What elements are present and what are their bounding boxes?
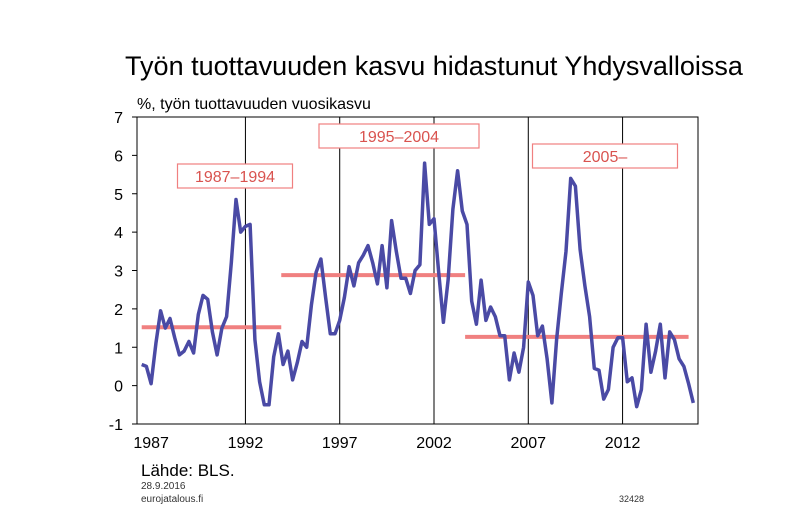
period-label: 2005– <box>583 149 628 166</box>
y-tick-label: 3 <box>114 264 123 281</box>
chart-code: 32428 <box>619 494 645 504</box>
period-label-box <box>531 143 679 169</box>
series-layer <box>141 161 695 409</box>
period-label: 1987–1994 <box>195 169 275 186</box>
y-tick-label: 0 <box>114 379 123 396</box>
y-tick-label: 1 <box>114 340 123 357</box>
x-tick-label: 1997 <box>322 435 358 452</box>
site-name: eurojatalous.fi <box>141 494 204 505</box>
y-axis-label: %, työn tuottavuuden vuosikasvu <box>137 96 371 113</box>
y-tick-label: -1 <box>109 417 123 434</box>
x-tick-label: 1992 <box>228 435 264 452</box>
chart-title: Työn tuottavuuden kasvu hidastunut Yhdys… <box>125 51 744 81</box>
date-note: 28.9.2016 <box>141 481 186 492</box>
x-tick-label: 2002 <box>416 435 452 452</box>
x-axis-ticks: 1987 1992 1997 2002 2007 2012 <box>133 435 640 452</box>
y-tick-label: 4 <box>114 225 123 242</box>
y-axis-ticks: -1 0 1 2 3 4 5 6 7 <box>109 110 137 434</box>
period-labels: 1987–1994 1995–2004 2005– <box>176 123 679 189</box>
y-tick-label: 7 <box>114 110 123 127</box>
period-label-box <box>318 123 480 149</box>
period-label-box <box>176 163 294 189</box>
y-tick-label: 6 <box>114 148 123 165</box>
source-note: Lähde: BLS. <box>141 461 235 480</box>
x-tick-label: 2007 <box>510 435 546 452</box>
series-line <box>141 161 695 409</box>
period-label: 1995–2004 <box>359 129 439 146</box>
y-tick-label: 2 <box>114 302 123 319</box>
x-tick-label: 2012 <box>605 435 641 452</box>
y-tick-label: 5 <box>114 187 123 204</box>
x-tick-label: 1987 <box>133 435 169 452</box>
